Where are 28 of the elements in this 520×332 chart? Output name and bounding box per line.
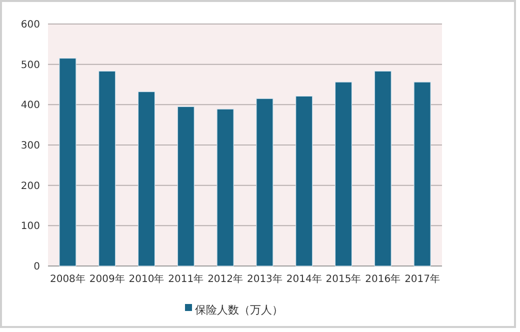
x-tick-label: 2010年: [128, 273, 164, 285]
x-tick-label: 2009年: [89, 273, 125, 285]
bar: [59, 58, 76, 266]
bar: [374, 70, 392, 266]
y-tick-label: 600: [20, 20, 40, 30]
bar: [216, 108, 234, 266]
bar: [256, 98, 274, 266]
x-tick-label: 2013年: [246, 273, 282, 285]
x-tick-label: 2016年: [365, 273, 401, 285]
y-tick-label: 200: [20, 180, 40, 192]
y-tick-label: 300: [20, 140, 40, 152]
y-tick-label: 100: [20, 221, 40, 232]
x-tick-label: 2008年: [50, 273, 86, 285]
bar: [98, 70, 116, 266]
x-tick-label: 2014年: [286, 273, 322, 285]
x-tick-label: 2012年: [208, 273, 244, 285]
x-tick-label: 2017年: [404, 273, 440, 285]
bar: [334, 82, 352, 266]
y-tick-label: 0: [34, 262, 40, 272]
x-tick-label: 2011年: [168, 273, 204, 285]
y-tick-label: 500: [20, 60, 40, 71]
bar: [414, 82, 431, 266]
bar: [138, 91, 156, 266]
x-tick-label: 2015年: [326, 273, 362, 285]
legend-label: 保险人数（万人）: [195, 303, 283, 316]
bar: [177, 106, 194, 266]
bar: [296, 96, 313, 266]
y-tick-label: 400: [20, 100, 40, 112]
